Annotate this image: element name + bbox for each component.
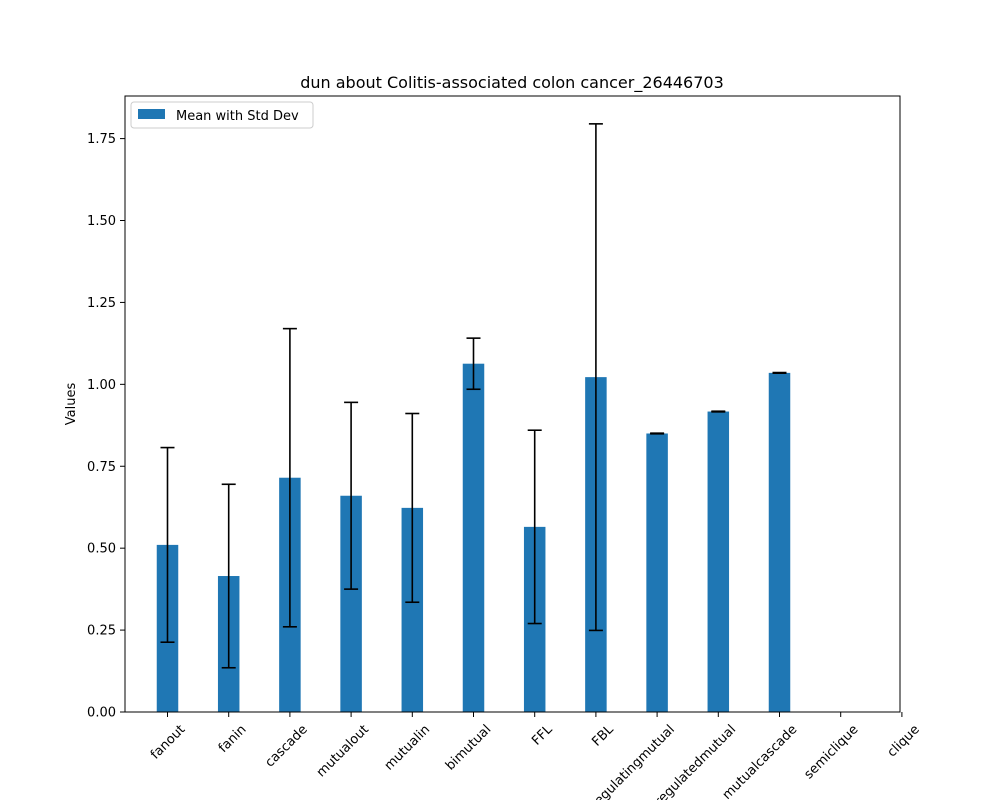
y-axis: 0.00 0.25 0.50 0.75 1.00 1.25 1.50 1.75 [87, 132, 125, 721]
x-tick-label: fanin [216, 722, 250, 756]
x-tick-label: cascade [262, 722, 310, 770]
x-axis: fanout fanin cascade mutualout mutualin bimut… [148, 712, 923, 800]
y-tick-label: 0.25 [87, 624, 116, 639]
bar-regulatingmutual [646, 433, 668, 712]
bar-regulatedmutual [707, 411, 730, 712]
x-tick-label: mutualout [314, 722, 372, 780]
x-tick-label: fanout [148, 722, 188, 762]
legend-label: Mean with Std Dev [176, 109, 299, 124]
y-tick-label: 1.00 [87, 378, 116, 393]
bar-mutualcascade [768, 372, 791, 712]
error-bars-group [160, 123, 787, 669]
x-tick-label: bimutual [443, 722, 494, 773]
legend-swatch [138, 109, 165, 119]
chart-title: dun about Colitis-associated colon cance… [300, 73, 724, 93]
y-tick-label: 1.50 [87, 214, 116, 229]
y-tick-label: 0.75 [87, 460, 116, 475]
y-tick-label: 0.50 [87, 542, 116, 557]
bar-mutualin [401, 507, 424, 712]
y-axis-label: Values [64, 383, 79, 426]
bar-bimutual [462, 363, 485, 712]
x-tick-label: FFL [529, 722, 556, 749]
bars-group [156, 363, 791, 712]
x-tick-label: clique [885, 722, 923, 760]
x-tick-label: semiclique [801, 722, 861, 782]
y-tick-label: 1.25 [87, 296, 116, 311]
legend: Mean with Std Dev [130, 101, 314, 129]
x-tick-label: mutualin [382, 722, 433, 773]
x-tick-label: FBL [589, 722, 617, 750]
bar-mutualout [340, 495, 362, 712]
y-tick-label: 0.00 [87, 706, 116, 721]
legend-box [130, 101, 314, 129]
y-tick-label: 1.75 [87, 132, 116, 147]
plot-frame [124, 95, 901, 713]
